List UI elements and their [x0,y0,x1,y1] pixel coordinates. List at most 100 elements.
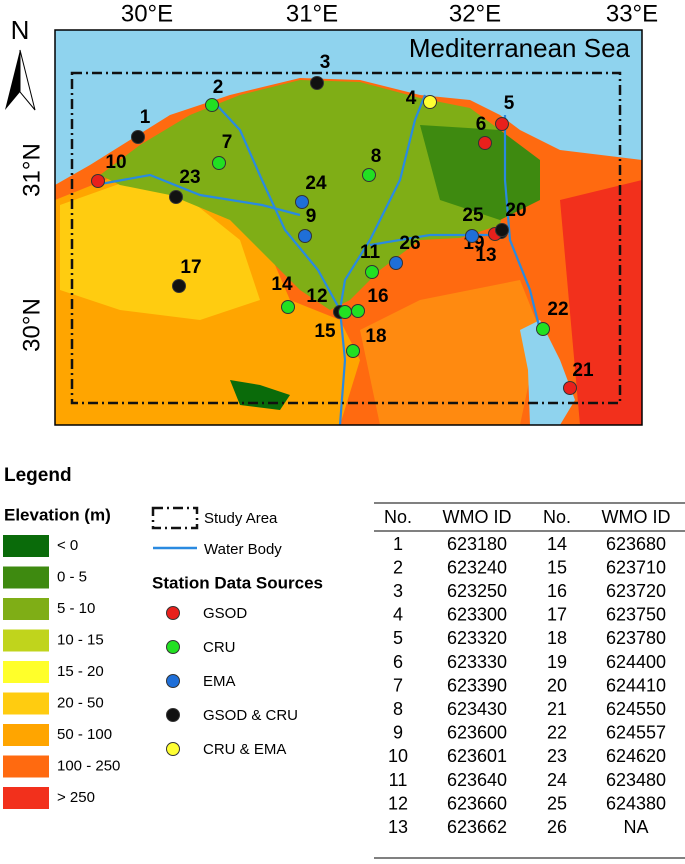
table-cell: 26 [547,817,567,837]
land-low [60,180,260,320]
table-cell: 16 [547,581,567,601]
source-symbol [166,708,180,722]
river [338,94,427,311]
table-cell: 623600 [447,723,507,743]
station-label: 7 [222,132,233,153]
water-body-label: Water Body [204,541,282,558]
table-cell: 1 [393,534,403,554]
table-cell: 623430 [447,699,507,719]
station-label: 13 [475,245,496,266]
elevation-label: 100 - 250 [57,757,120,774]
table-cell: 623300 [447,605,507,625]
table-cell: 624410 [606,675,666,695]
table-cell: 623720 [606,581,666,601]
study-area [70,71,622,405]
station [362,168,376,182]
station-label: 12 [306,286,327,307]
lat-label: 30°N [18,298,45,352]
elevation-title: Elevation (m) [4,505,111,524]
source-label: GSOD [203,605,247,622]
station [389,256,403,270]
table-cell: 623780 [606,628,666,648]
table-cell: 623680 [606,534,666,554]
station [423,95,437,109]
table-cell: 20 [547,675,567,695]
table-cell: 12 [388,793,408,813]
map-frame [54,29,643,426]
lon-label: 31°E [286,0,338,27]
table-cell: 24 [547,770,567,790]
north-label: N [11,15,30,45]
table-cell: 624557 [606,723,666,743]
table-cell: 623330 [447,652,507,672]
canal [94,173,301,217]
station [478,136,492,150]
table-cell: 14 [547,534,567,554]
table-cell: 13 [388,817,408,837]
table-cell: 623320 [447,628,507,648]
gulf [520,320,575,425]
table-cell: 623662 [447,817,507,837]
elevation-swatch [3,661,49,683]
elevation-label: < 0 [57,537,78,554]
table-cell: 21 [547,699,567,719]
station [212,156,226,170]
station-label: 16 [367,286,388,307]
station-label: 11 [360,242,381,263]
table-cell: 3 [393,581,403,601]
delta [100,80,510,310]
elevation-label: 10 - 15 [57,631,104,648]
sources-title: Station Data Sources [152,573,323,592]
table-cell: 17 [547,605,567,625]
station-label: 14 [271,274,293,295]
table-cell: 23 [547,746,567,766]
source-symbol [166,606,180,620]
table-cell: 623710 [606,557,666,577]
map [5,29,643,426]
table-cell: 623601 [447,746,507,766]
table-cell: 623480 [606,770,666,790]
station-label: 22 [547,299,568,320]
station-label: 5 [504,93,515,114]
station [91,174,105,188]
table-cell: 7 [393,675,403,695]
study-area-label: Study Area [204,510,278,527]
station [346,344,360,358]
elevation-label: 50 - 100 [57,726,112,743]
station [131,130,145,144]
table-cell: 623640 [447,770,507,790]
water-bodies [94,94,542,426]
table-cell: 10 [388,746,408,766]
station [172,279,186,293]
canal [503,115,542,331]
land-east [360,280,540,425]
station-label: 25 [462,205,484,226]
elevation-swatch [3,787,49,809]
source-symbol [166,674,180,688]
elevation-label: 15 - 20 [57,663,104,680]
station [495,223,509,237]
station [365,265,379,279]
table-cell: NA [623,817,648,837]
map-title: Mediterranean Sea [409,33,631,63]
table-header: No. [384,507,412,527]
legend-title: Legend [4,465,72,486]
source-label: EMA [203,673,236,690]
station [169,190,183,204]
source-label: CRU & EMA [203,741,286,758]
station-label: 9 [306,206,317,227]
table-header: No. [543,507,571,527]
lat-label: 31°N [18,143,45,197]
station-label: 18 [365,326,386,347]
table-cell: 623390 [447,675,507,695]
land-high [560,180,642,425]
elevation-label: > 250 [57,789,95,806]
table-cell: 19 [547,652,567,672]
source-symbol [166,640,180,654]
station-label: 17 [180,257,201,278]
station-label: 1 [140,107,151,128]
table-cell: 623250 [447,581,507,601]
table-cell: 624550 [606,699,666,719]
source-label: GSOD & CRU [203,707,298,724]
